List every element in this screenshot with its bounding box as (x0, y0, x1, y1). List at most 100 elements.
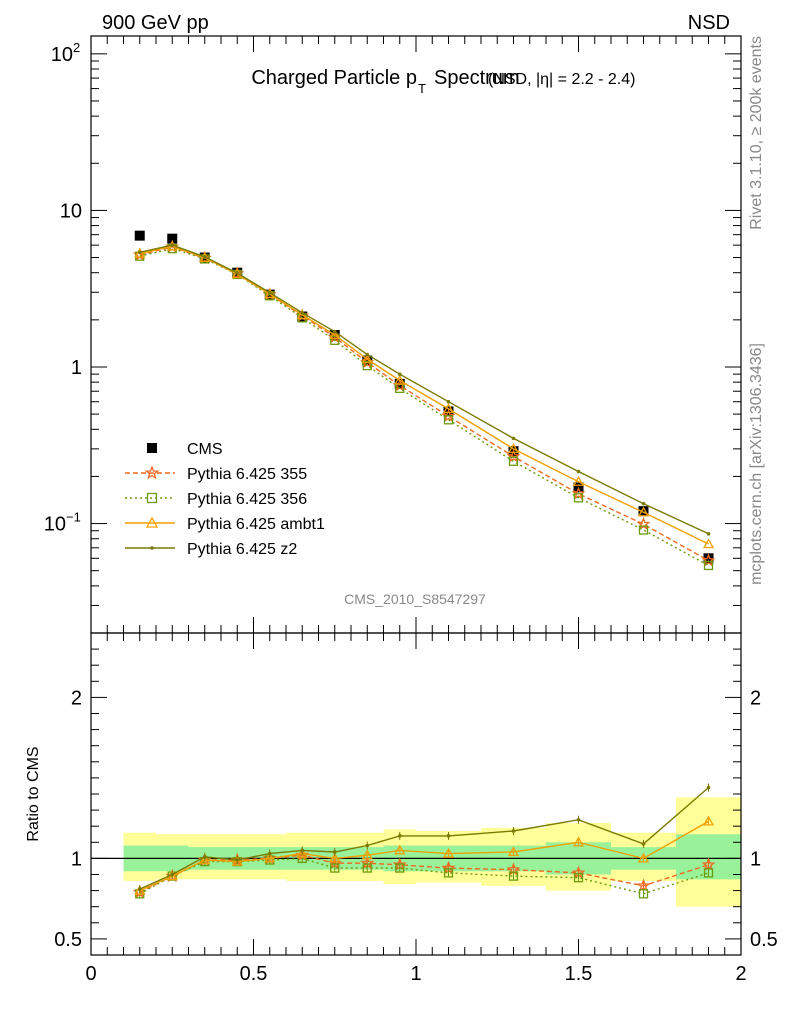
ratio-point-3-11 (576, 817, 581, 822)
ratio-ytick-label-right-1: 1 (750, 848, 761, 870)
main-series-line-2 (139, 247, 709, 567)
main-point-1-11 (571, 486, 586, 500)
ratio-point-1-6 (330, 863, 340, 873)
main-point-4-3 (235, 271, 240, 275)
main-point-4-6 (332, 329, 337, 334)
ratio-series-line-1 (139, 857, 709, 895)
header-left: 900 GeV pp (102, 12, 209, 34)
main-ytick-label-2: 1 (71, 357, 82, 379)
plot-title-subscript: T (418, 81, 426, 96)
main-point-4-11 (576, 469, 581, 474)
ratio-point-3-12 (641, 842, 646, 846)
legend-entry-2: Pythia 6.425 356 (125, 491, 307, 508)
ratio-point-1-12 (638, 889, 649, 899)
main-point-1-13 (701, 553, 716, 567)
main-point-0-7 (362, 355, 373, 366)
main-point-3-12 (637, 506, 650, 517)
main-point-3-0 (134, 247, 146, 258)
main-point-4-12 (641, 501, 646, 506)
ratio-point-2-11 (572, 836, 585, 847)
legend-label-3: Pythia 6.425 ambt1 (187, 516, 325, 533)
main-point-3-6 (329, 329, 341, 340)
ratio-ytick-label-left-0: 0.5 (54, 929, 82, 951)
main-point-3-11 (572, 475, 585, 486)
legend-marker-0 (147, 443, 157, 453)
legend-marker-2 (146, 492, 158, 504)
ratio-point-3-9 (446, 834, 451, 838)
ratio-point-1-7 (362, 863, 372, 873)
legend-marker-3 (145, 516, 159, 528)
ratio-point-3-2 (202, 854, 207, 859)
ratio-point-1-8 (395, 863, 405, 873)
main-series-0 (134, 230, 714, 564)
main-point-3-9 (442, 403, 455, 414)
main-point-2-7 (362, 360, 372, 371)
ratio-xtick-label-1: 0.5 (240, 963, 268, 985)
ratio-xtick-label-2: 1 (410, 963, 421, 985)
legend: CMS Pythia 6.425 355 Pythia 6.425 356 Pythi… (125, 441, 325, 558)
ratio-point-3-3 (235, 858, 240, 862)
side-label-rivet: Rivet 3.1.10, ≥ 200k events (748, 36, 765, 230)
ratio-point-3-1 (170, 872, 175, 877)
main-point-2-12 (638, 525, 649, 535)
main-series-line-4 (139, 244, 709, 535)
main-point-0-12 (638, 506, 649, 517)
ratio-point-3-8 (397, 834, 402, 838)
legend-marker-1 (144, 465, 160, 480)
ratio-ytick-label-right-2: 2 (750, 687, 761, 709)
ratio-point-2-7 (361, 849, 373, 860)
legend-label-2: Pythia 6.425 356 (187, 491, 307, 508)
main-point-4-8 (397, 372, 402, 376)
ratio-xtick-label-4: 2 (735, 963, 746, 985)
ratio-point-2-13 (702, 815, 715, 826)
main-series-line-3 (139, 245, 709, 545)
main-ytick-label-3: 10 (44, 514, 66, 536)
ratio-point-2-12 (637, 852, 650, 863)
legend-entry-1: Pythia 6.425 355 (125, 465, 307, 483)
ratio-point-1-13 (703, 868, 714, 878)
main-point-3-8 (394, 374, 406, 385)
ratio-ytick-label-right-0: 0.5 (750, 929, 778, 951)
ratio-series-line-2 (139, 820, 709, 892)
ratio-point-2-5 (296, 847, 308, 858)
main-point-4-0 (137, 250, 142, 255)
ratio-point-2-8 (394, 844, 406, 855)
ratio-point-2-4 (264, 852, 276, 863)
ratio-point-2-10 (507, 846, 520, 857)
ratio-point-3-13 (706, 785, 711, 790)
main-point-0-1 (167, 233, 178, 244)
plot-title-extra: (NSD, |η| = 2.2 - 2.4) (488, 71, 635, 88)
ratio-point-2-6 (329, 852, 341, 863)
ratio-point-1-11 (573, 873, 584, 883)
ratio-ytick-label-left-2: 2 (71, 687, 82, 709)
ratio-ytick-label-left-1: 1 (71, 848, 82, 870)
main-point-4-10 (511, 436, 516, 441)
main-point-3-3 (231, 268, 243, 279)
main-point-3-7 (361, 353, 373, 364)
main-point-2-9 (443, 415, 454, 425)
legend-entry-3: Pythia 6.425 ambt1 (125, 516, 325, 533)
analysis-watermark: CMS_2010_S8547297 (344, 591, 486, 607)
plot-title-main: Charged Particle p (251, 67, 417, 89)
main-point-4-1 (170, 243, 175, 247)
ratio-point-2-3 (231, 855, 243, 866)
legend-entry-4: Pythia 6.425 z2 (125, 541, 297, 558)
legend-entry-0: CMS (147, 441, 223, 458)
ratio-ylabel: Ratio to CMS (25, 746, 42, 841)
ratio-plot-panel: 0.5 0.51 12 20 0.5 1 1.5 2 Ratio to CMS (25, 632, 778, 985)
ratio-xtick-label-0: 0 (85, 963, 96, 985)
ratio-axis-ticks: 0.5 0.51 12 20 0.5 1 1.5 2 (54, 632, 778, 985)
ratio-point-2-9 (442, 847, 455, 858)
ratio-point-2-2 (199, 854, 211, 865)
main-point-3-13 (702, 538, 715, 549)
ratio-point-0-13 (701, 857, 716, 871)
main-plot-marks (132, 230, 716, 571)
main-point-2-6 (330, 335, 340, 345)
main-point-4-4 (267, 290, 272, 295)
main-point-2-11 (573, 493, 584, 503)
main-point-4-9 (446, 399, 451, 404)
ratio-point-2-0 (134, 884, 146, 895)
main-ytick-label-0: 10 (51, 44, 73, 66)
legend-marker-4 (150, 546, 154, 550)
